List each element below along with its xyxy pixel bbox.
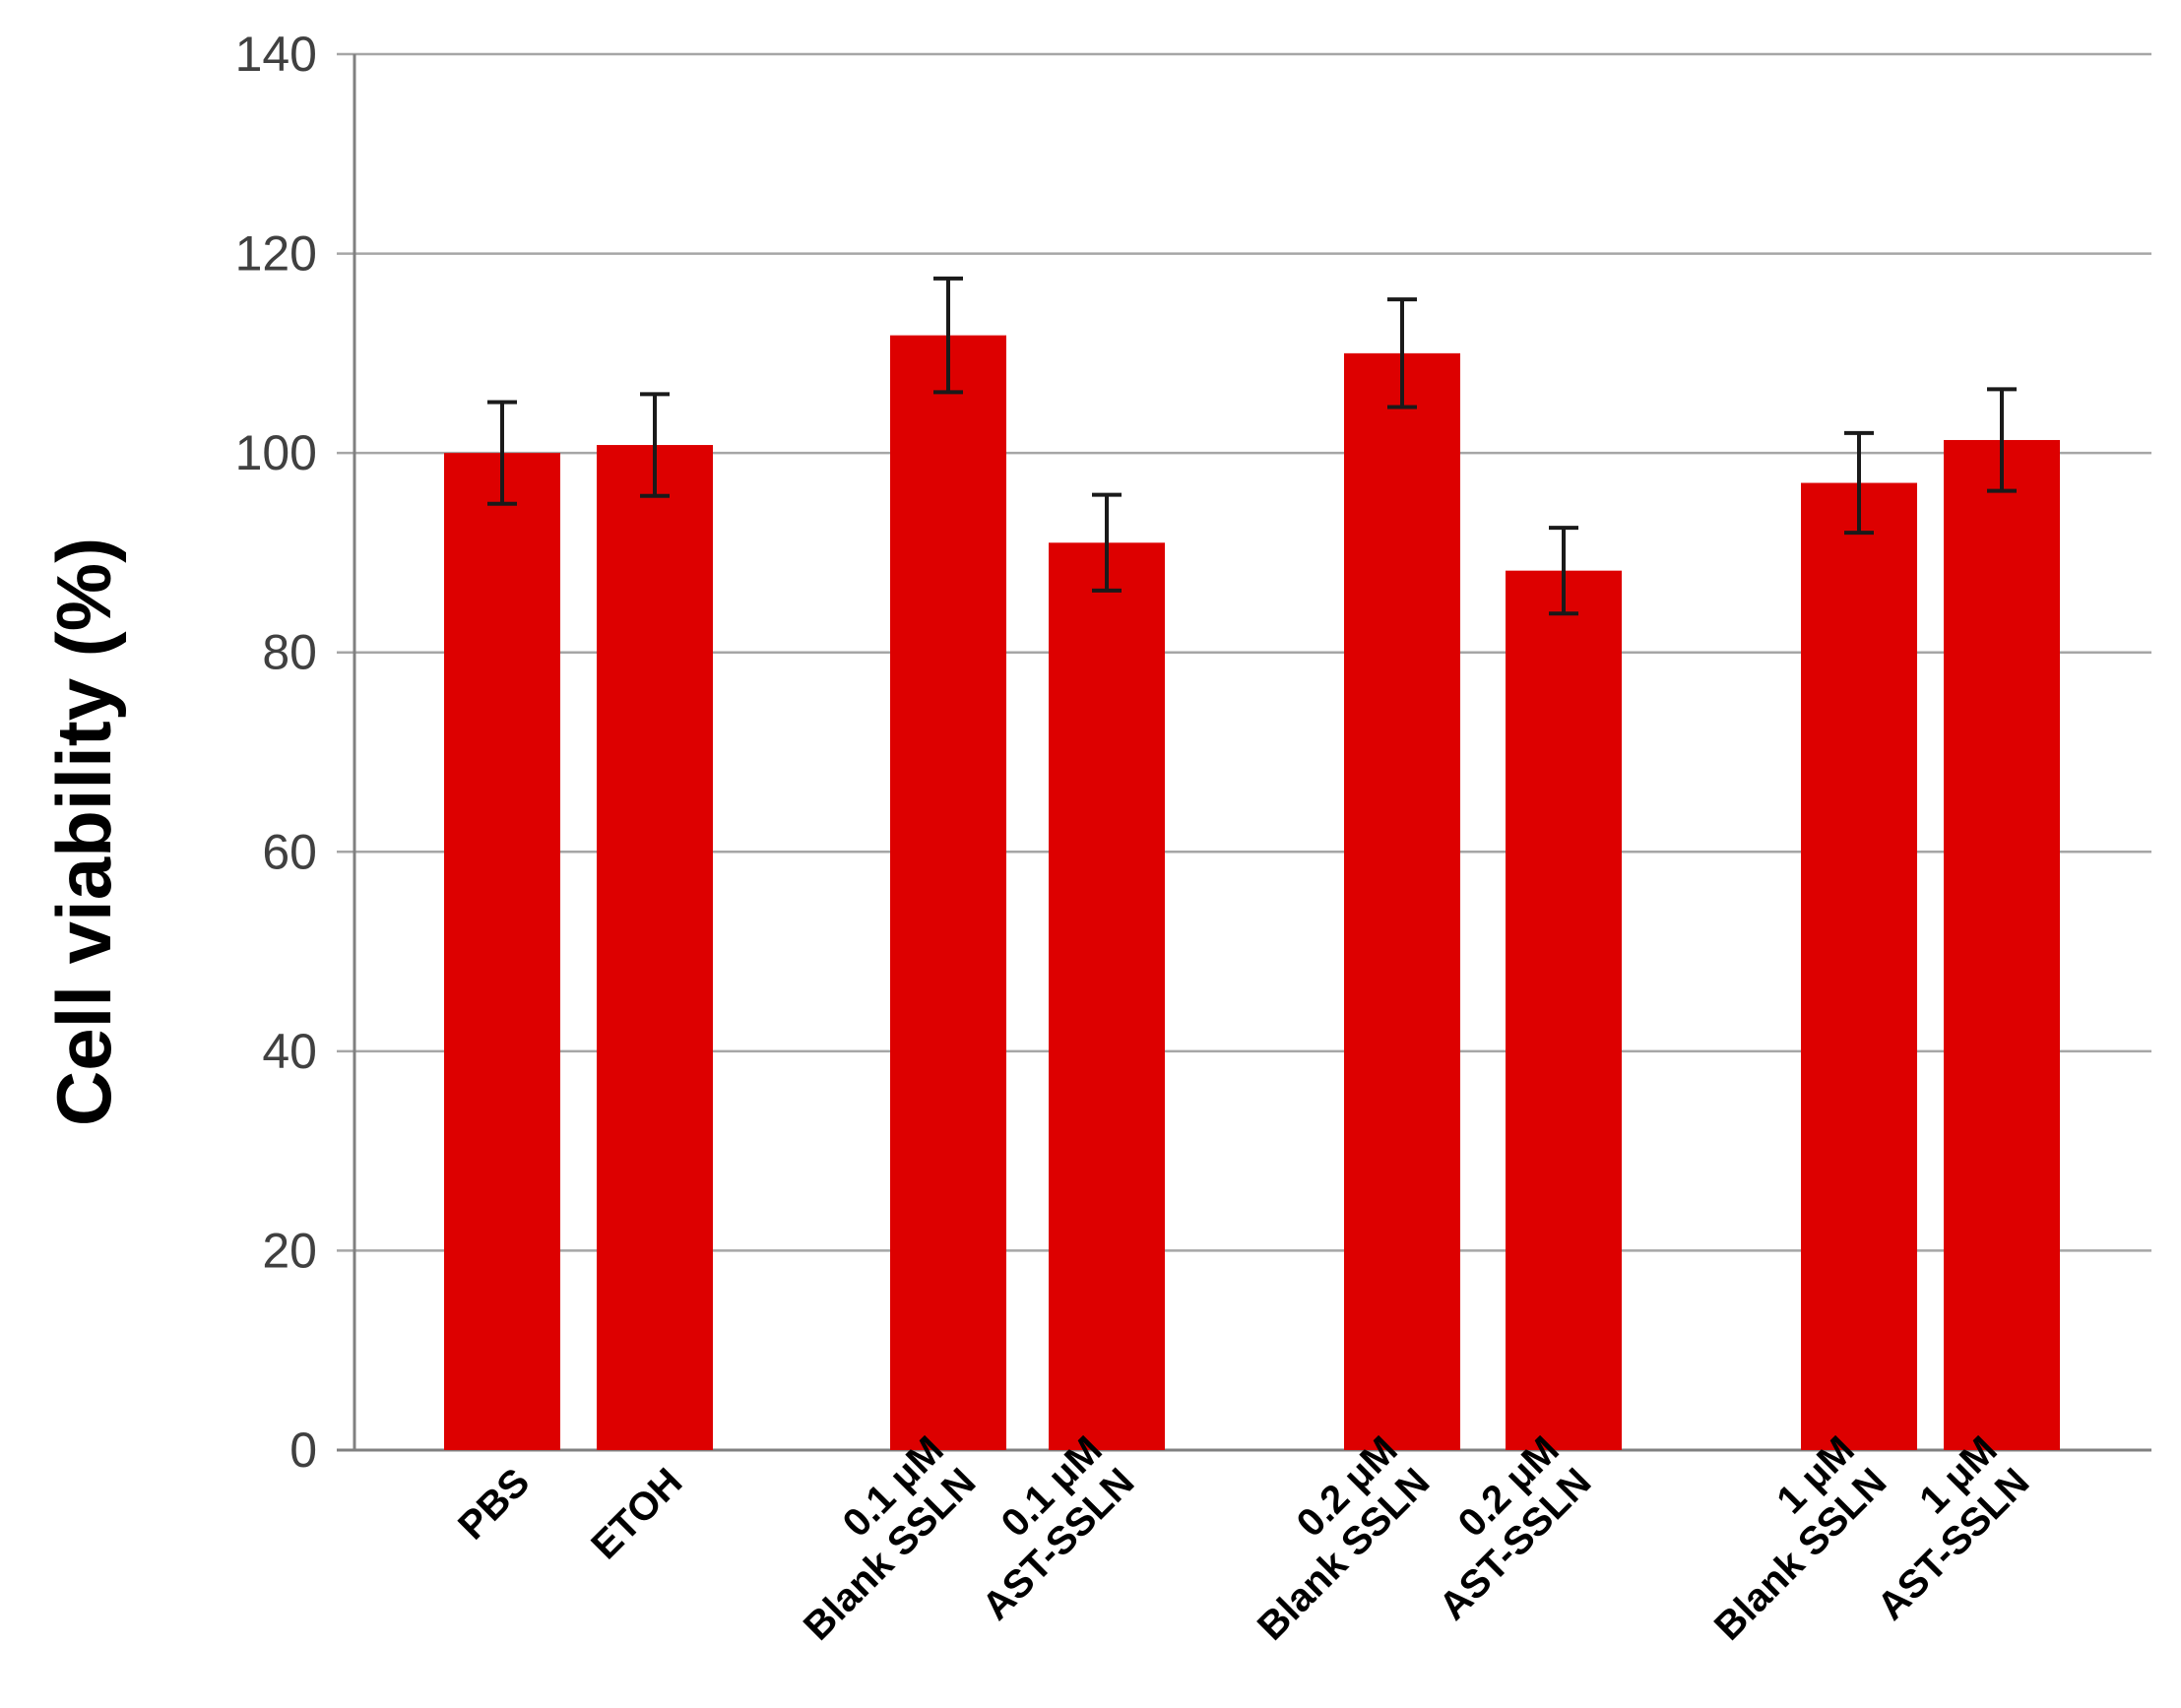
error-bar <box>1387 297 1417 410</box>
error-bars <box>487 276 2017 616</box>
x-category-label: PBS <box>450 1460 538 1548</box>
y-tick-label: 40 <box>262 1024 317 1079</box>
x-category-label: 1 μMBlank SSLN <box>1674 1428 1894 1649</box>
error-bar <box>640 392 670 498</box>
y-tick-label: 120 <box>235 226 317 282</box>
x-category-label: 0.2 μMBlank SSLN <box>1217 1428 1438 1649</box>
error-bar <box>1549 526 1578 616</box>
y-axis-title: Cell viability (%) <box>40 538 127 1126</box>
bar <box>1944 439 2060 1450</box>
error-bar <box>933 276 963 395</box>
x-category-label: 1 μMAST-SSLN <box>1837 1428 2038 1629</box>
x-category-label: 0.1 μMBlank SSLN <box>763 1428 984 1649</box>
y-tick-label: 100 <box>235 425 317 480</box>
y-tick-label: 20 <box>262 1223 317 1278</box>
bar <box>1506 570 1622 1450</box>
bars <box>444 335 2060 1451</box>
y-tick-label: 140 <box>235 27 317 82</box>
error-bar <box>487 400 517 506</box>
y-tick-labels: 0 20 40 60 80 100 120 140 <box>235 27 317 1478</box>
bar <box>597 445 713 1450</box>
error-bar <box>1092 492 1122 593</box>
x-category-labels: PBS ETOH 0.1 μMBlank SSLN 0.1 μMAST-SSLN 0.2… <box>450 1428 2037 1649</box>
x-category-label: ETOH <box>583 1460 690 1567</box>
x-category-label-line: ETOH <box>583 1460 690 1567</box>
y-tick-label: 60 <box>262 824 317 879</box>
bar <box>1344 352 1460 1450</box>
bar <box>1801 482 1917 1450</box>
bar <box>1049 542 1165 1450</box>
x-category-label-line: PBS <box>450 1460 538 1548</box>
error-bar <box>1987 387 2017 493</box>
x-category-label: 0.1 μMAST-SSLN <box>942 1428 1143 1629</box>
y-tick-label: 80 <box>262 625 317 680</box>
bar <box>444 453 560 1451</box>
x-category-label: 0.2 μMAST-SSLN <box>1399 1428 1600 1629</box>
error-bar <box>1844 430 1874 536</box>
y-tick-label: 0 <box>289 1423 317 1478</box>
bar <box>890 335 1006 1450</box>
